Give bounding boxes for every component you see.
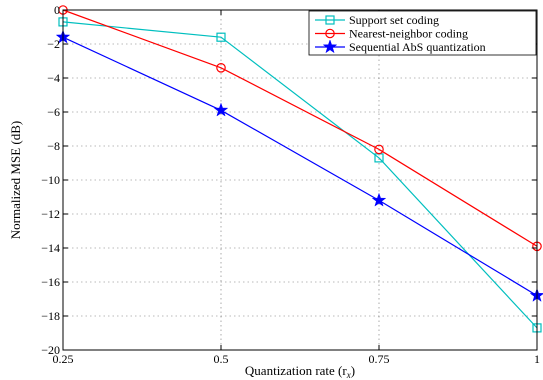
y-tick-label: 0 [54, 3, 60, 17]
y-tick-label: −16 [41, 275, 60, 289]
series-line [62, 21, 538, 329]
y-tick-label: −10 [41, 173, 60, 187]
data-point [374, 144, 384, 155]
x-axis-label-sub: x [346, 370, 351, 380]
data-point [213, 102, 229, 117]
legend-label: Nearest-neighbor coding [349, 27, 468, 41]
x-tick-label: 1 [534, 352, 540, 366]
y-tick-label: −14 [41, 241, 60, 255]
x-axis-label-end: ) [351, 363, 355, 378]
y-tick-label: −12 [41, 207, 60, 221]
y-tick-label: −8 [47, 139, 60, 153]
data-point [371, 192, 387, 207]
y-tick-label: −6 [47, 105, 60, 119]
legend-label: Sequential AbS quantization [349, 40, 486, 54]
y-tick-label: −18 [41, 309, 60, 323]
ticks: 0.25 0.5 0.75 1 0 −2 −4 −6 −8 −10 −12 −14 −16 −18 −20 [41, 3, 540, 366]
series-line [62, 9, 538, 247]
legend-entry: Nearest-neighbor coding [315, 27, 468, 41]
legend-label: Support set coding [349, 13, 439, 27]
x-tick-label: 0.25 [53, 352, 74, 366]
legend-entry: Sequential AbS quantization [315, 39, 486, 54]
series-line [62, 36, 538, 297]
x-axis-label-main: Quantization rate (r [245, 363, 347, 378]
legend-marker [322, 39, 338, 54]
legend-box [308, 10, 537, 56]
data-point [216, 63, 226, 73]
legend-marker [325, 28, 335, 39]
legend-marker [325, 15, 335, 25]
y-axis-label: Normalized MSE (dB) [8, 121, 23, 239]
y-tick-label: −2 [47, 37, 60, 51]
x-tick-label: 0.75 [369, 352, 390, 366]
x-tick-label: 0.5 [214, 352, 229, 366]
x-axis-label: Quantization rate (rx) [245, 363, 355, 380]
y-tick-label: −20 [41, 343, 60, 357]
y-tick-label: −4 [47, 71, 60, 85]
data-point [216, 32, 226, 42]
legend-entry: Support set coding [315, 13, 439, 27]
